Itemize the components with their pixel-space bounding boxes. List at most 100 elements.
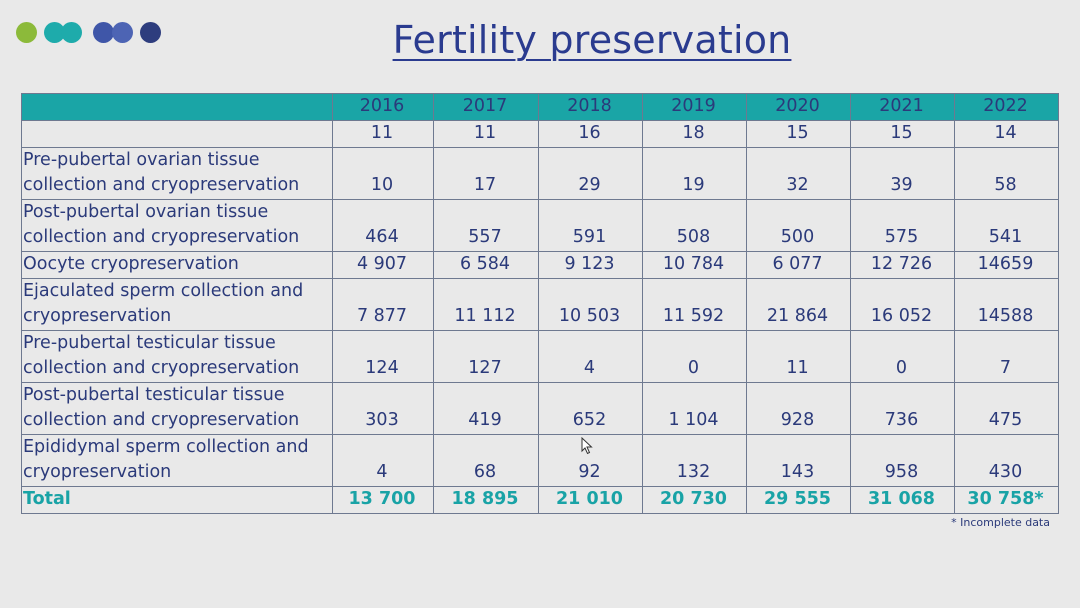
value-cell: 419 <box>433 382 539 435</box>
year-header: 2021 <box>850 93 955 121</box>
logo-dot <box>140 22 161 43</box>
table-row: 11 11 16 18 15 15 14 <box>21 120 1059 148</box>
logo-dot <box>61 22 82 43</box>
value-cell: 58 <box>954 147 1059 200</box>
row-label: Oocyte cryopreservation <box>21 251 333 279</box>
value-cell: 557 <box>433 199 539 252</box>
table-row: Post-pubertal ovarian tissue collection a… <box>21 199 1059 252</box>
row-label-line: collection and cryopreservation <box>23 227 300 247</box>
table-header-row: 2016 2017 2018 2019 2020 2021 2022 <box>21 93 1059 121</box>
year-header: 2022 <box>954 93 1059 121</box>
row-label: Post-pubertal ovarian tissue collection a… <box>21 199 333 252</box>
table-row: Epididymal sperm collection and cryoprese… <box>21 434 1059 487</box>
total-value-cell: 13 700 <box>332 486 434 514</box>
page-title: Fertility preservation <box>392 18 792 62</box>
value-cell: 124 <box>332 330 434 383</box>
value-cell: 11 <box>746 330 851 383</box>
year-header: 2020 <box>746 93 851 121</box>
value-cell: 11 592 <box>642 278 747 331</box>
value-cell: 16 <box>538 120 643 148</box>
total-row: Total 13 700 18 895 21 010 20 730 29 555 31 06… <box>21 486 1059 514</box>
row-label: Epididymal sperm collection and cryoprese… <box>21 434 333 487</box>
logo-dots <box>16 22 166 44</box>
value-cell: 14 <box>954 120 1059 148</box>
total-value-cell: 29 555 <box>746 486 851 514</box>
row-label-line: Ejaculated sperm collection and <box>23 281 304 301</box>
year-header: 2019 <box>642 93 747 121</box>
table-row: Oocyte cryopreservation 4 907 6 584 9 123 10… <box>21 251 1059 279</box>
row-label-line: Oocyte cryopreservation <box>23 254 239 274</box>
value-cell: 6 077 <box>746 251 851 279</box>
value-cell: 29 <box>538 147 643 200</box>
value-cell: 17 <box>433 147 539 200</box>
total-value-cell: 21 010 <box>538 486 643 514</box>
value-cell: 68 <box>433 434 539 487</box>
value-cell: 32 <box>746 147 851 200</box>
logo-dot <box>93 22 114 43</box>
row-label-line: Epididymal sperm collection and <box>23 437 309 457</box>
value-cell: 16 052 <box>850 278 955 331</box>
value-cell: 736 <box>850 382 955 435</box>
table-row: Pre-pubertal testicular tissue collection… <box>21 330 1059 383</box>
value-cell: 10 <box>332 147 434 200</box>
logo-dot <box>16 22 37 43</box>
value-cell: 7 <box>954 330 1059 383</box>
value-cell: 4 <box>332 434 434 487</box>
value-cell: 575 <box>850 199 955 252</box>
value-cell: 958 <box>850 434 955 487</box>
table-row: Post-pubertal testicular tissue collectio… <box>21 382 1059 435</box>
value-cell: 15 <box>746 120 851 148</box>
value-cell: 475 <box>954 382 1059 435</box>
value-cell: 11 <box>433 120 539 148</box>
total-value-cell: 20 730 <box>642 486 747 514</box>
value-cell: 12 726 <box>850 251 955 279</box>
value-cell: 6 584 <box>433 251 539 279</box>
value-cell: 541 <box>954 199 1059 252</box>
value-cell: 0 <box>642 330 747 383</box>
row-label-line: collection and cryopreservation <box>23 358 300 378</box>
value-cell: 303 <box>332 382 434 435</box>
row-label <box>21 120 333 148</box>
value-cell: 127 <box>433 330 539 383</box>
header-corner-cell <box>21 93 333 121</box>
value-cell: 4 907 <box>332 251 434 279</box>
row-label: Ejaculated sperm collection and cryoprese… <box>21 278 333 331</box>
value-cell: 39 <box>850 147 955 200</box>
value-cell: 18 <box>642 120 747 148</box>
value-cell: 11 <box>332 120 434 148</box>
row-label: Pre-pubertal testicular tissue collection… <box>21 330 333 383</box>
row-label-line: Pre-pubertal ovarian tissue <box>23 150 260 170</box>
value-cell: 19 <box>642 147 747 200</box>
total-value-cell: 31 068 <box>850 486 955 514</box>
table-row: Pre-pubertal ovarian tissue collection an… <box>21 147 1059 200</box>
value-cell: 10 503 <box>538 278 643 331</box>
value-cell: 7 877 <box>332 278 434 331</box>
year-header: 2018 <box>538 93 643 121</box>
value-cell: 508 <box>642 199 747 252</box>
row-label-line: cryopreservation <box>23 462 172 482</box>
total-value-cell: 30 758* <box>954 486 1059 514</box>
value-cell: 1 104 <box>642 382 747 435</box>
value-cell: 430 <box>954 434 1059 487</box>
row-label-line: Post-pubertal ovarian tissue <box>23 202 269 222</box>
value-cell: 14659 <box>954 251 1059 279</box>
value-cell: 9 123 <box>538 251 643 279</box>
value-cell: 500 <box>746 199 851 252</box>
year-header: 2017 <box>433 93 539 121</box>
value-cell: 132 <box>642 434 747 487</box>
row-label: Post-pubertal testicular tissue collectio… <box>21 382 333 435</box>
logo-dot <box>44 22 65 43</box>
value-cell: 4 <box>538 330 643 383</box>
row-label-line: Post-pubertal testicular tissue <box>23 385 285 405</box>
row-label: Pre-pubertal ovarian tissue collection an… <box>21 147 333 200</box>
year-header: 2016 <box>332 93 434 121</box>
value-cell: 14588 <box>954 278 1059 331</box>
row-label-line: cryopreservation <box>23 306 172 326</box>
total-label: Total <box>21 486 333 514</box>
value-cell: 464 <box>332 199 434 252</box>
value-cell: 10 784 <box>642 251 747 279</box>
value-cell: 92 <box>538 434 643 487</box>
row-label-line: Pre-pubertal testicular tissue <box>23 333 276 353</box>
footnote: * Incomplete data <box>951 516 1050 529</box>
value-cell: 0 <box>850 330 955 383</box>
